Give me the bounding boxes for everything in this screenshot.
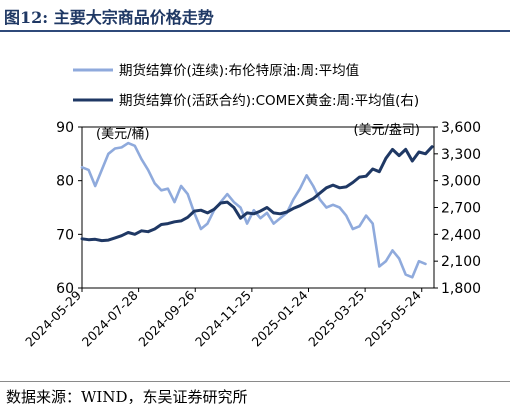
x-tick-label: 2024-05-29 bbox=[22, 287, 84, 349]
brent-crude-line bbox=[80, 141, 427, 279]
source-divider bbox=[0, 381, 510, 382]
x-tick-label: 2025-01-24 bbox=[249, 287, 311, 349]
left-tick-label: 70 bbox=[56, 227, 74, 243]
left-tick-label: 90 bbox=[56, 120, 74, 136]
right-tick-label: 3,300 bbox=[441, 147, 481, 163]
x-tick-label: 2025-03-25 bbox=[305, 288, 367, 350]
right-axis-unit: (美元/盎司) bbox=[353, 123, 420, 138]
right-axis: 1,800 2,100 2,400 2,700 3,000 3,300 3,600 bbox=[434, 120, 481, 297]
x-tick-label: 2024-07-28 bbox=[79, 287, 141, 349]
chart-title: 图12: 主要大宗商品价格走势 bbox=[4, 8, 214, 27]
right-tick-label: 3,600 bbox=[441, 120, 481, 136]
left-tick-label: 60 bbox=[56, 281, 74, 297]
right-tick-label: 3,000 bbox=[441, 174, 481, 190]
left-axis: 60 70 80 90 bbox=[56, 120, 82, 297]
right-tick-label: 1,800 bbox=[441, 281, 481, 297]
x-axis: 2024-05-292024-07-282024-09-262024-11-25… bbox=[22, 287, 424, 349]
source-note: 数据来源：WIND，东吴证券研究所 bbox=[6, 388, 248, 406]
legend-label-1: 期货结算价(连续):布伦特原油:周:平均值 bbox=[119, 62, 359, 79]
legend-label-2: 期货结算价(活跃合约):COMEX黄金:周:平均值(右) bbox=[119, 92, 419, 109]
left-axis-unit: (美元/桶) bbox=[96, 127, 150, 142]
right-tick-label: 2,700 bbox=[441, 201, 481, 217]
comex-gold-line bbox=[80, 145, 434, 243]
right-tick-label: 2,100 bbox=[441, 254, 481, 270]
chart-legend: 期货结算价(连续):布伦特原油:周:平均值期货结算价(活跃合约):COMEX黄金… bbox=[73, 62, 419, 109]
commodity-price-chart: 期货结算价(连续):布伦特原油:周:平均值期货结算价(活跃合约):COMEX黄金… bbox=[22, 62, 481, 349]
series-lines bbox=[80, 141, 434, 279]
x-tick-label: 2024-09-26 bbox=[135, 287, 197, 349]
right-tick-label: 2,400 bbox=[441, 227, 481, 243]
left-tick-label: 80 bbox=[56, 174, 74, 190]
x-tick-label: 2025-05-24 bbox=[362, 287, 424, 349]
x-tick-label: 2024-11-25 bbox=[192, 288, 254, 350]
title-divider bbox=[0, 30, 510, 32]
